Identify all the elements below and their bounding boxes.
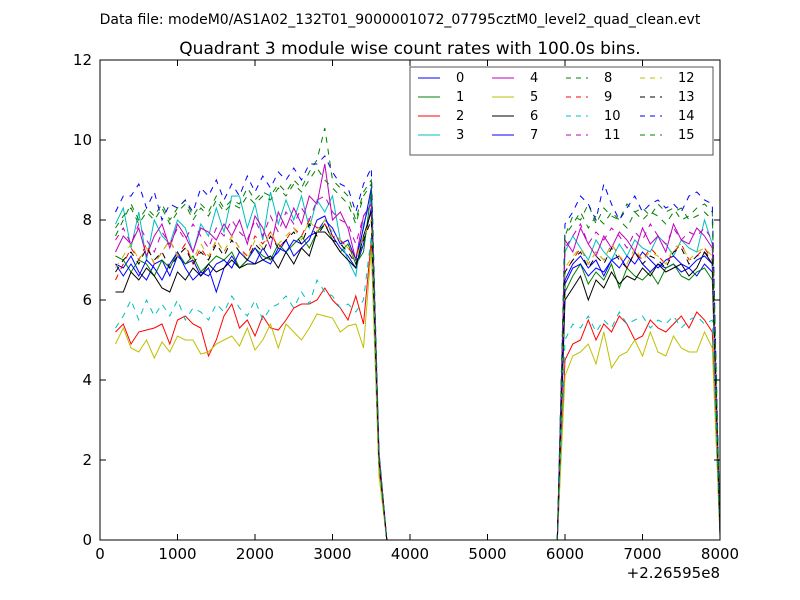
series-line-4 xyxy=(115,163,721,541)
legend-label-4: 4 xyxy=(530,71,538,86)
y-tick-label: 2 xyxy=(82,451,92,469)
series-line-5 xyxy=(115,247,721,541)
legend-label-13: 13 xyxy=(678,90,695,105)
y-tick-label: 8 xyxy=(82,211,92,229)
y-tick-label: 10 xyxy=(73,131,92,149)
legend-box xyxy=(409,66,714,156)
x-tick-label: 8000 xyxy=(701,545,739,563)
series-line-7 xyxy=(115,187,721,541)
legend-label-15: 15 xyxy=(678,128,695,143)
x-axis: 0 1000 2000 3000 4000 5000 6000 7000 8000 xyxy=(95,60,739,563)
y-tick-label: 12 xyxy=(73,51,92,69)
legend-label-0: 0 xyxy=(456,71,464,86)
legend-label-8: 8 xyxy=(604,71,612,86)
y-tick-label: 0 xyxy=(82,531,92,549)
x-tick-label: 4000 xyxy=(391,545,429,563)
y-tick-label: 4 xyxy=(82,371,92,389)
series-line-11 xyxy=(115,195,721,541)
legend-label-5: 5 xyxy=(530,90,538,105)
legend-label-9: 9 xyxy=(604,90,612,105)
legend-label-11: 11 xyxy=(604,128,621,143)
x-tick-label: 2000 xyxy=(236,545,274,563)
legend-label-7: 7 xyxy=(530,128,538,143)
x-tick-label: 6000 xyxy=(546,545,584,563)
y-tick-label: 6 xyxy=(82,291,92,309)
series-line-8 xyxy=(115,127,721,541)
series-line-10 xyxy=(115,235,721,541)
x-tick-label: 7000 xyxy=(623,545,661,563)
legend-label-14: 14 xyxy=(678,109,695,124)
x-offset-label: +2.26595e8 xyxy=(627,564,720,582)
chart-title: Quadrant 3 module wise count rates with … xyxy=(179,39,640,59)
x-tick-label: 3000 xyxy=(313,545,351,563)
legend-label-12: 12 xyxy=(678,71,695,86)
legend-label-2: 2 xyxy=(456,109,464,124)
legend-label-1: 1 xyxy=(456,90,464,105)
legend-label-6: 6 xyxy=(530,109,538,124)
x-tick-label: 0 xyxy=(95,545,105,563)
legend-label-10: 10 xyxy=(604,109,621,124)
series-line-6 xyxy=(115,211,721,541)
chart-suptitle: Data file: modeM0/AS1A02_132T01_90000010… xyxy=(100,12,701,28)
series-line-2 xyxy=(115,239,721,541)
series-line-15 xyxy=(115,167,721,541)
x-tick-label: 1000 xyxy=(158,545,196,563)
x-tick-label: 5000 xyxy=(468,545,506,563)
legend-label-3: 3 xyxy=(456,128,464,143)
plot-series-group xyxy=(115,127,721,541)
